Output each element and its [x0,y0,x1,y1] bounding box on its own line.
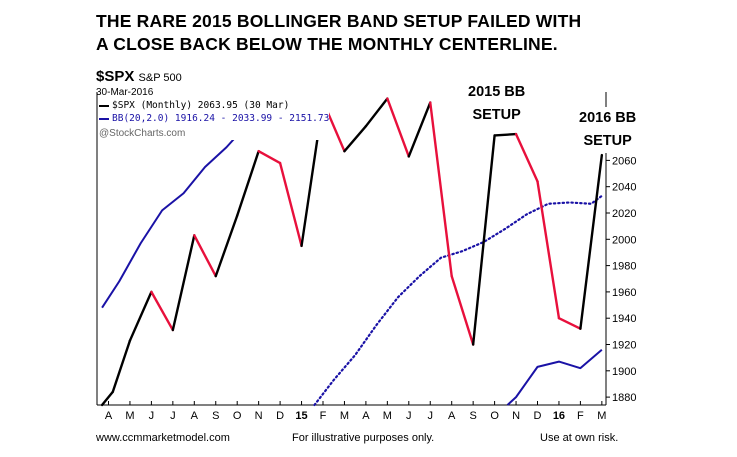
chart-symbol: $SPX S&P 500 [96,68,182,85]
price-segment [214,214,239,278]
y-tick-label: 2060 [612,155,636,167]
price-segment [128,290,153,342]
price-segment [364,97,389,128]
x-tick-label: 15 [295,410,307,422]
price-segment [150,290,175,332]
x-tick-label: S [469,410,476,422]
x-tick-label: M [340,410,349,422]
x-tick-label: J [149,410,155,422]
chart-legend: $SPX (Monthly) 2063.95 (30 Mar) BB(20,2.… [99,99,330,140]
legend-bb-text: BB(20,2.0) 1916.24 - 2033.99 - 2151.73 [112,113,330,124]
x-tick-label: J [428,410,434,422]
annotation-2016-setup: 2016 BB SETUP [577,107,639,153]
price-segment [343,124,368,153]
bb-middle-band-line [313,194,603,407]
bb-lower-band-line [506,349,603,406]
y-tick-label: 1980 [612,261,636,273]
y-tick-label: 2000 [612,234,636,246]
annotation-2016-line-1: 2016 BB [579,110,637,126]
footer-risk: Use at own risk. [540,432,619,444]
y-tick-label: 2020 [612,208,636,220]
index-name: S&P 500 [138,72,182,84]
annotation-2015-line-1: 2015 BB [468,84,526,100]
price-segment [536,180,561,320]
price-segment [579,153,604,330]
legend-bb-swatch [99,117,109,120]
headline-line-1: THE RARE 2015 BOLLINGER BAND SETUP FAILE… [96,11,582,31]
x-tick-label: M [597,410,606,422]
price-segment [471,134,496,346]
x-tick-label: A [448,410,456,422]
x-tick-label: F [320,410,327,422]
y-tick-label: 1880 [612,392,636,404]
y-tick-label: 1920 [612,340,636,352]
x-tick-label: D [276,410,284,422]
price-segment [429,101,453,278]
x-tick-label: O [233,410,242,422]
x-tick-label: J [406,410,412,422]
legend-bb: BB(20,2.0) 1916.24 - 2033.99 - 2151.73 [99,112,329,125]
bb-upper-band-line [101,122,249,309]
price-segment [171,234,196,332]
legend-price-swatch [99,104,109,107]
y-tick-label: 1940 [612,313,636,325]
copyright: @StockCharts.com [99,128,186,139]
price-segment [235,149,260,217]
annotation-2015-setup: 2015 BB SETUP [466,81,528,127]
x-tick-label: N [512,410,520,422]
footer-disclaimer: For illustrative purposes only. [292,432,435,444]
y-tick-label: 1900 [612,366,636,378]
x-tick-label: A [362,410,370,422]
legend-price: $SPX (Monthly) 2063.95 (30 Mar) [99,99,329,112]
price-segment [407,101,432,158]
annotation-2015-line-2: SETUP [472,107,521,123]
y-tick-label: 1960 [612,287,636,299]
x-tick-label: F [577,410,584,422]
x-tick-label: 16 [553,410,565,422]
price-segment [450,274,475,346]
x-tick-label: A [105,410,113,422]
annotation-2016-line-2: SETUP [583,133,632,149]
headline-line-2: A CLOSE BACK BELOW THE MONTHLY CENTERLIN… [96,34,558,54]
footer-website: www.ccmmarketmodel.com [96,432,230,444]
chart-date: 30-Mar-2016 [96,87,154,98]
ticker: $SPX [96,68,135,85]
headline: THE RARE 2015 BOLLINGER BAND SETUP FAILE… [96,10,581,56]
price-segment [278,161,303,248]
price-segment [386,97,410,158]
price-segment [100,390,114,407]
x-tick-label: N [255,410,263,422]
x-tick-label: D [534,410,542,422]
price-segment [493,132,518,137]
y-tick-label: 2040 [612,182,636,194]
price-segment [557,317,582,330]
x-tick-label: S [212,410,219,422]
x-tick-label: J [170,410,176,422]
price-segment [193,234,217,278]
x-tick-label: O [490,410,499,422]
x-tick-label: M [125,410,134,422]
x-tick-label: M [383,410,392,422]
price-segment [514,132,539,183]
legend-price-text: $SPX (Monthly) 2063.95 (30 Mar) [112,100,290,111]
x-tick-label: A [191,410,199,422]
price-segment [111,339,132,394]
price-segment [257,149,282,165]
